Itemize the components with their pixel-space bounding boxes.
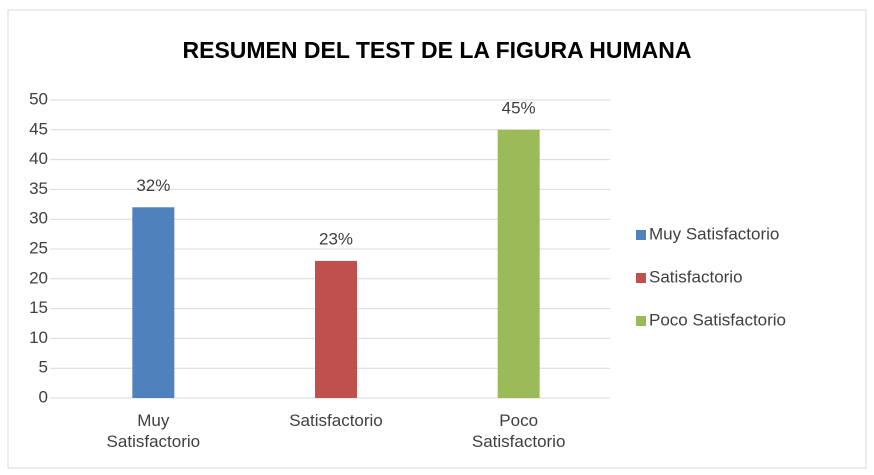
x-tick-label: Poco Satisfactorio (471, 411, 566, 451)
bar (315, 260, 357, 398)
legend-swatch (636, 273, 646, 283)
legend-swatch (636, 316, 646, 326)
bar (132, 207, 175, 398)
data-label: 23% (319, 229, 353, 248)
y-tick-label: 25 (29, 238, 48, 257)
y-tick-label: 30 (29, 209, 48, 228)
data-label: 45% (502, 98, 536, 117)
x-tick-label: Satisfactorio (289, 411, 383, 430)
data-label: 32% (136, 176, 170, 195)
legend-label: Satisfactorio (649, 267, 743, 286)
legend-label: Poco Satisfactorio (649, 310, 786, 329)
bar (497, 129, 540, 399)
y-tick-label: 5 (39, 358, 48, 377)
y-tick-label: 45 (29, 119, 48, 138)
chart-title: RESUMEN DEL TEST DE LA FIGURA HUMANA (183, 37, 692, 63)
y-tick-label: 0 (39, 387, 48, 406)
x-tick-label: Muy Satisfactorio (106, 411, 201, 451)
legend-label: Muy Satisfactorio (649, 224, 779, 243)
y-tick-label: 20 (29, 268, 48, 287)
y-tick-label: 15 (29, 298, 48, 317)
legend-swatch (636, 230, 646, 240)
y-tick-label: 10 (29, 328, 48, 347)
y-tick-label: 35 (29, 179, 48, 198)
y-tick-label: 50 (29, 89, 48, 108)
y-tick-label: 40 (29, 149, 48, 168)
